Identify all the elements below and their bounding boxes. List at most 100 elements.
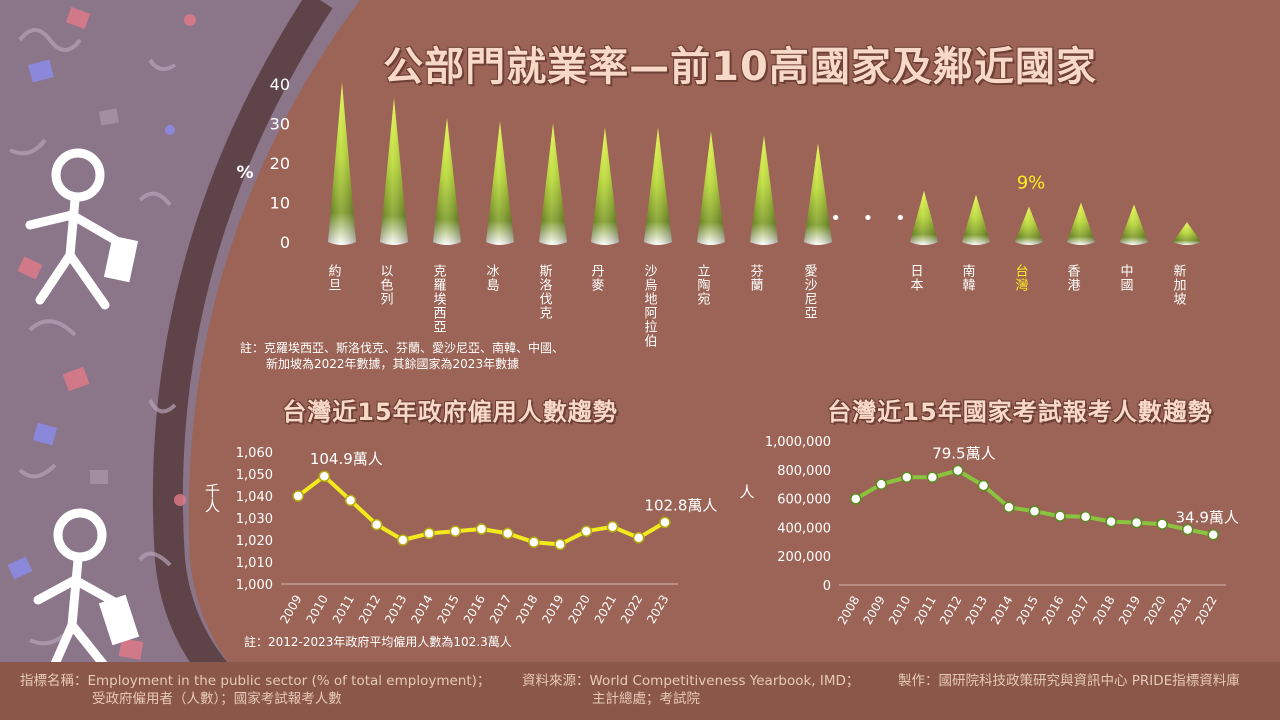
exam-y-tick-label: 600,000 (777, 493, 831, 508)
cone-y-tick-label: 20 (270, 154, 290, 173)
gov-data-point (554, 538, 566, 551)
cone-bar-shade (539, 123, 567, 245)
exam-y-tick-label: 200,000 (777, 550, 831, 565)
exam-x-tick-label: 2020 (1141, 594, 1168, 627)
cone-category-label: 日本 (908, 264, 924, 292)
exam-x-tick-label: 2021 (1167, 594, 1194, 627)
gov-employment-trend-chart: 千人 1,000 1,010 1,020 1,030 1,040 1,050 1,060 20… (203, 446, 717, 626)
footer-source-line-2: 主計總處；考試院 (592, 691, 700, 707)
gov-data-point (659, 516, 671, 529)
cone-bar-shade (380, 97, 408, 245)
note-top-line-1: 註：克羅埃西亞、斯洛伐克、芬蘭、愛沙尼亞、南韓、中國、 (240, 341, 565, 355)
cone-category-label: 南韓 (960, 263, 976, 292)
exam-data-point (1105, 515, 1117, 528)
gov-y-tick-label: 1,030 (236, 512, 273, 527)
cone-category-label: 斯洛伐克 (537, 264, 553, 320)
note-top-line-2: 新加坡為2022年數據，其餘國家為2023年數據 (266, 357, 520, 371)
cone-category-label: 丹麥 (589, 264, 605, 292)
gov-x-tick-label: 2019 (539, 593, 566, 626)
exam-data-point (1003, 501, 1015, 513)
exam-x-tick-label: 2008 (835, 594, 862, 627)
cone-category-label: 立陶宛 (695, 264, 711, 306)
briefcase-icon (98, 594, 140, 646)
cone-category-label: 克羅埃西亞 (431, 264, 447, 334)
exam-x-tick-label: 2014 (988, 594, 1015, 627)
exam-x-tick-label: 2011 (912, 594, 939, 627)
cone-bar-shade (644, 127, 672, 245)
gov-x-tick-label: 2017 (487, 593, 514, 626)
cone-category-label: 新加坡 (1171, 263, 1187, 306)
gov-y-tick-label: 1,000 (236, 578, 273, 593)
gov-chart-title: 台灣近15年政府僱用人數趨勢 (282, 398, 618, 426)
cone-category-label: 中國 (1118, 264, 1133, 292)
gov-x-tick-label: 2011 (330, 593, 357, 626)
footer: 指標名稱：Employment in the public sector (% … (0, 662, 1280, 720)
footer-maker: 製作：國研院科技政策研究與資訊中心 PRIDE指標資料庫 (898, 672, 1240, 690)
exam-x-tick-label: 2015 (1014, 594, 1041, 627)
exam-x-tick-label: 2016 (1039, 594, 1066, 627)
running-figure-icon (25, 148, 120, 310)
cone-category-label: 台灣 (1013, 264, 1029, 292)
taiwan-value-label: 9% (1017, 172, 1046, 193)
exam-applicants-trend-chart: 人 0 200,000 400,000 600,000 800,000 1,000,000… (739, 435, 1238, 627)
gov-y-tick-label: 1,050 (236, 468, 273, 483)
gov-annotation: 102.8萬人 (644, 496, 717, 514)
cone-category-label: 芬蘭 (748, 264, 764, 292)
footer-source-line-1: World Competitiveness Yearbook, IMD； (589, 673, 860, 689)
cone-bar-shade (910, 190, 938, 245)
exam-data-point (1156, 518, 1168, 530)
footer-maker-label: 製作： (898, 673, 939, 689)
gov-annotation: 104.9萬人 (310, 450, 383, 468)
gov-x-tick-label: 2023 (644, 593, 671, 626)
cone-gap-marker: • • • (830, 208, 913, 229)
exam-data-point (875, 478, 888, 490)
cone-category-label: 以色列 (378, 264, 394, 306)
footer-source-label: 資料來源： (522, 673, 590, 689)
exam-x-tick-label: 2009 (861, 594, 888, 627)
exam-data-point (1130, 516, 1143, 529)
footer-indicator-label: 指標名稱： (20, 673, 88, 689)
cone-bar-shade (697, 131, 725, 245)
cone-bar-shade (1067, 202, 1095, 245)
cone-category-label: 冰島 (484, 264, 500, 292)
cone-bar-shade (486, 121, 514, 245)
exam-data-point (1207, 528, 1219, 541)
gov-data-point (344, 494, 357, 507)
cone-y-axis-label: % (236, 163, 253, 183)
cone-bar-shade (1120, 204, 1148, 245)
cone-bar-shade (750, 135, 778, 245)
exam-annotation: 34.9萬人 (1176, 509, 1239, 527)
exam-chart-title: 台灣近15年國家考試報考人數趨勢 (827, 398, 1213, 426)
cone-bar-shade (804, 143, 832, 245)
main-title: 公部門就業率—前10高國家及鄰近國家 (383, 44, 1097, 90)
gov-x-tick-label: 2009 (277, 593, 304, 626)
exam-data-point (1079, 510, 1092, 523)
gov-y-tick-label: 1,060 (236, 446, 273, 461)
gov-data-point (397, 534, 409, 546)
exam-x-tick-label: 2010 (886, 594, 913, 627)
gov-x-tick-label: 2016 (461, 593, 488, 626)
footer-maker-text: 國研院科技政策研究與資訊中心 PRIDE指標資料庫 (938, 673, 1240, 689)
note-top: 註：克羅埃西亞、斯洛伐克、芬蘭、愛沙尼亞、南韓、中國、 新加坡為2022年數據，… (240, 340, 564, 372)
gov-x-tick-label: 2013 (382, 593, 409, 626)
gov-x-tick-label: 2022 (618, 593, 645, 626)
gov-x-tick-label: 2012 (356, 593, 383, 626)
exam-y-tick-label: 0 (823, 579, 831, 594)
exam-data-point (1054, 510, 1066, 522)
public-sector-employment-chart: % 0 10 20 30 40 約旦 以色列 克羅埃西亞 冰島 斯洛伐克 丹麥 沙烏地阿拉伯 立陶宛 芬… (236, 75, 1201, 348)
exam-data-point (850, 493, 862, 505)
cone-y-tick-label: 0 (280, 233, 290, 252)
cone-y-tick-label: 10 (270, 194, 290, 213)
exam-y-tick-label: 400,000 (777, 521, 831, 536)
cone-category-label: 香港 (1065, 264, 1081, 292)
gov-x-tick-label: 2015 (435, 593, 462, 626)
gov-x-tick-label: 2018 (513, 593, 540, 626)
exam-x-tick-label: 2012 (937, 594, 964, 627)
cone-bar-shade (962, 194, 990, 245)
exam-x-tick-label: 2022 (1192, 594, 1219, 627)
exam-y-tick-label: 1,000,000 (765, 435, 831, 450)
cone-bar-shade (1173, 222, 1201, 245)
exam-data-point (952, 464, 964, 477)
gov-x-tick-label: 2020 (566, 593, 593, 626)
